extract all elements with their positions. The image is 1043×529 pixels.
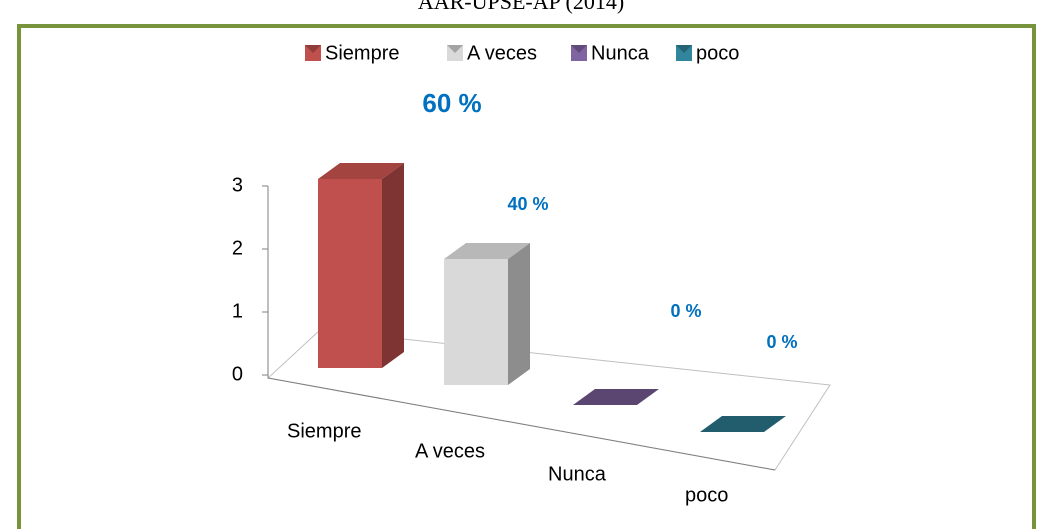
data-label: 0 % bbox=[766, 332, 797, 352]
bar-face bbox=[508, 243, 530, 385]
data-label: 40 % bbox=[507, 194, 548, 214]
y-tick-label: 2 bbox=[232, 237, 243, 259]
y-tick-label: 1 bbox=[232, 300, 243, 322]
bar-face bbox=[318, 163, 404, 179]
bar bbox=[700, 416, 786, 432]
legend-label: A veces bbox=[467, 42, 537, 64]
x-tick-label: poco bbox=[685, 484, 728, 506]
legend-swatch-shade bbox=[676, 45, 692, 53]
legend-swatch-shade bbox=[305, 45, 321, 53]
bar bbox=[318, 163, 404, 368]
legend-label: Siempre bbox=[325, 42, 399, 64]
y-tick-label: 0 bbox=[232, 363, 243, 385]
x-axis bbox=[267, 377, 776, 471]
legend-swatch-shade bbox=[447, 45, 463, 53]
bar bbox=[444, 243, 530, 385]
data-label: 0 % bbox=[670, 301, 701, 321]
bar-face bbox=[318, 179, 382, 368]
data-label: 60 % bbox=[422, 88, 481, 118]
y-tick-label: 3 bbox=[232, 174, 243, 196]
x-tick-label: Siempre bbox=[287, 420, 361, 442]
x-tick-label: Nunca bbox=[548, 463, 607, 485]
legend-swatch-shade bbox=[571, 45, 587, 53]
bar-face bbox=[573, 389, 659, 405]
x-tick-label: A veces bbox=[415, 440, 485, 462]
chart-title: AAR-UPSE-AP (2014) bbox=[418, 0, 624, 14]
legend-label: Nunca bbox=[591, 42, 650, 64]
bar bbox=[573, 389, 659, 405]
legend-label: poco bbox=[696, 42, 739, 64]
bar-face bbox=[444, 243, 530, 259]
bar-face bbox=[700, 416, 786, 432]
bar-face bbox=[382, 163, 404, 368]
bar-face bbox=[444, 259, 508, 385]
frame bbox=[17, 24, 1036, 529]
